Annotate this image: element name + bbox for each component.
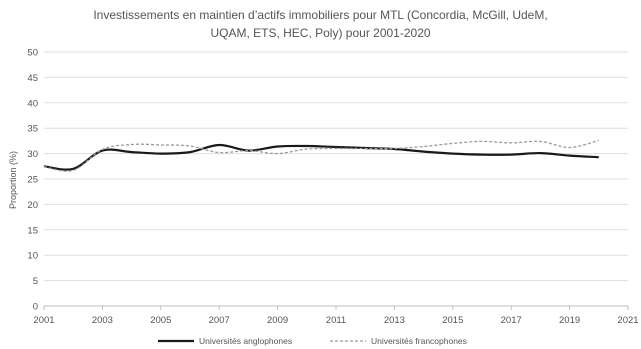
x-tick-label: 2017	[501, 315, 522, 326]
x-tick-label: 2003	[92, 315, 113, 326]
series-lines	[43, 139, 599, 172]
y-tick-label: 5	[33, 276, 38, 287]
y-tick-label: 50	[27, 48, 38, 59]
x-tick-label: 2007	[209, 315, 230, 326]
x-tick-label: 2009	[267, 315, 288, 326]
x-tick-label: 2019	[559, 315, 580, 326]
y-tick-label: 40	[27, 98, 38, 109]
y-tick-label: 15	[27, 225, 38, 236]
y-tick-label: 10	[27, 251, 38, 262]
y-tick-label: 20	[27, 200, 38, 211]
chart-title: Investissements en maintien d’actifs imm…	[0, 6, 641, 42]
y-tick-label: 45	[27, 73, 38, 84]
x-tick-label: 2011	[326, 315, 346, 326]
x-tick-label: 2015	[442, 315, 463, 326]
legend: Universités anglophones Universités franc…	[158, 336, 467, 346]
y-axis-ticks: 0 5 10 15 20 25 30 35 40 45 50	[27, 48, 38, 313]
series-line-anglophones	[43, 143, 599, 171]
legend-label-francophones: Universités francophones	[371, 336, 467, 346]
chart-title-line-1: Investissements en maintien d’actifs imm…	[93, 8, 548, 22]
x-tick-label: 2001	[33, 315, 54, 326]
gridlines	[44, 51, 628, 282]
chart-title-line-2: UQAM, ETS, HEC, Poly) pour 2001-2020	[210, 26, 431, 40]
y-tick-label: 0	[33, 302, 38, 313]
legend-label-anglophones: Universités anglophones	[199, 336, 292, 346]
y-tick-label: 30	[27, 149, 38, 160]
x-axis-ticks: 2001 2003 2005 2007 2009 2011 2013 2015 2017 2019…	[33, 306, 639, 326]
y-tick-label: 35	[27, 124, 38, 135]
x-tick-label: 2005	[150, 315, 171, 326]
series-line-francophones	[43, 139, 599, 172]
x-tick-label: 2021	[617, 315, 638, 326]
y-axis-title: Proportion (%)	[8, 151, 18, 209]
y-tick-label: 25	[27, 175, 38, 186]
x-tick-label: 2013	[384, 315, 405, 326]
